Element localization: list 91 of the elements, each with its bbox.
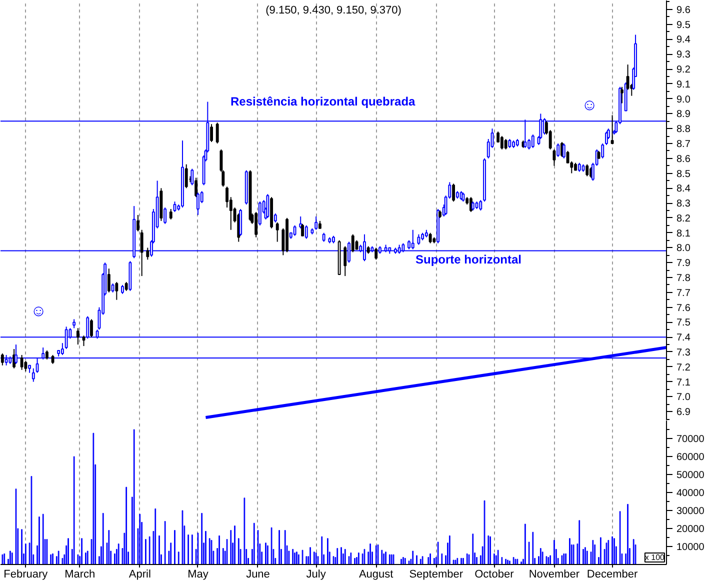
x-tick-label: July <box>306 568 326 580</box>
candlestick <box>417 234 420 246</box>
candlestick <box>479 200 482 211</box>
y-tick-label: 9.4 <box>676 34 691 46</box>
candlestick <box>210 124 213 142</box>
y-tick-label: 7.8 <box>676 273 691 284</box>
chart-title: (9.150, 9.430, 9.150, 9.370) <box>266 4 402 16</box>
y-tick-label: 7.2 <box>676 362 691 374</box>
candlestick <box>301 223 304 236</box>
candlestick <box>586 164 589 177</box>
y-tick-label: 7.5 <box>676 318 691 329</box>
candlestick <box>304 224 308 240</box>
annotation: Resistência horizontal quebrada <box>230 94 416 108</box>
candlestick <box>164 207 167 224</box>
y-tick-label: 30000 <box>676 506 705 517</box>
y-tick-label: 8.3 <box>676 198 691 210</box>
candlestick <box>196 192 200 216</box>
y-tick-label: 8.6 <box>676 154 691 165</box>
y-tick-label: 40000 <box>676 488 705 499</box>
x-tick-label: April <box>128 568 151 580</box>
annotation: Suporte horizontal <box>416 252 522 266</box>
y-tick-label: 9.1 <box>676 79 691 90</box>
candlestick <box>344 246 347 277</box>
x-tick-label: May <box>188 568 209 580</box>
annotation: ☺ <box>581 97 598 114</box>
candlestick <box>374 247 378 260</box>
y-tick-label: 6.9 <box>676 407 691 418</box>
x-tick-label: December <box>586 568 638 580</box>
y-tick-label: 7.1 <box>676 377 691 388</box>
x-tick-label: March <box>64 568 96 580</box>
y-tick-label: 7.0 <box>676 392 691 404</box>
candlestick <box>226 186 228 208</box>
candlestick <box>115 281 118 300</box>
y-tick-label: 8.2 <box>676 213 691 224</box>
x-tick-label: August <box>358 568 394 580</box>
candlestick <box>504 138 508 150</box>
candlestick <box>552 148 556 166</box>
candlestick <box>556 142 560 158</box>
candlestick <box>428 232 432 244</box>
candlestick <box>314 216 318 230</box>
annotation: ☺ <box>30 303 47 320</box>
candlestick <box>351 234 354 253</box>
candlestick <box>82 335 86 347</box>
candlestick <box>146 247 150 260</box>
y-tick-label: 8.4 <box>676 184 691 195</box>
candlestick <box>216 122 219 144</box>
candlestick <box>620 86 624 104</box>
y-tick-label: 8.1 <box>676 228 691 240</box>
candlestick <box>136 214 140 232</box>
y-tick-label: 8.5 <box>676 168 691 180</box>
y-tick-label: 7.3 <box>676 347 691 358</box>
x-tick-label: October <box>474 568 514 580</box>
y-tick-label: 7.7 <box>676 288 691 299</box>
y-tick-label: 70000 <box>676 434 705 445</box>
x-tick-label: November <box>528 568 580 580</box>
candlestick <box>173 201 176 212</box>
y-tick-label: 10000 <box>676 542 705 553</box>
x-tick-label: September <box>409 568 464 580</box>
y-tick-label: 9.0 <box>676 94 691 106</box>
y-tick-label: 9.6 <box>676 4 691 16</box>
y-tick-label: 7.9 <box>676 258 691 270</box>
candlestick <box>258 201 262 226</box>
y-tick-label: 50000 <box>676 470 705 481</box>
y-tick-label: 8.8 <box>676 124 691 136</box>
candlestick <box>254 211 258 238</box>
x-tick-label: June <box>246 568 270 580</box>
y-tick-label: 8.9 <box>676 109 691 120</box>
y-tick-label: 7.4 <box>676 332 691 344</box>
candlestick <box>194 177 198 198</box>
candlestick <box>452 183 456 202</box>
y-tick-label: 20000 <box>676 524 705 535</box>
y-tick-label: 9.5 <box>676 20 691 31</box>
candlestick <box>601 142 604 159</box>
candlestick <box>528 138 531 150</box>
candlestick <box>184 164 188 189</box>
y-tick-label: 9.3 <box>676 50 691 61</box>
candlestick <box>169 208 172 220</box>
candlestick <box>90 318 93 338</box>
candlestick <box>239 208 242 236</box>
y-tick-label: 8.0 <box>676 243 691 254</box>
candlestick <box>140 229 144 277</box>
candlestick <box>500 136 504 150</box>
candlestick <box>276 222 279 242</box>
y-tick-label: 60000 <box>676 452 705 463</box>
y-tick-label: 8.7 <box>676 138 691 150</box>
y-tick-label: 9.2 <box>676 64 691 76</box>
y-tick-label: 7.6 <box>676 302 691 314</box>
candlestick <box>531 134 534 148</box>
candlestick <box>266 194 270 218</box>
x-tick-label: February <box>4 568 48 580</box>
candlestick <box>107 268 110 293</box>
